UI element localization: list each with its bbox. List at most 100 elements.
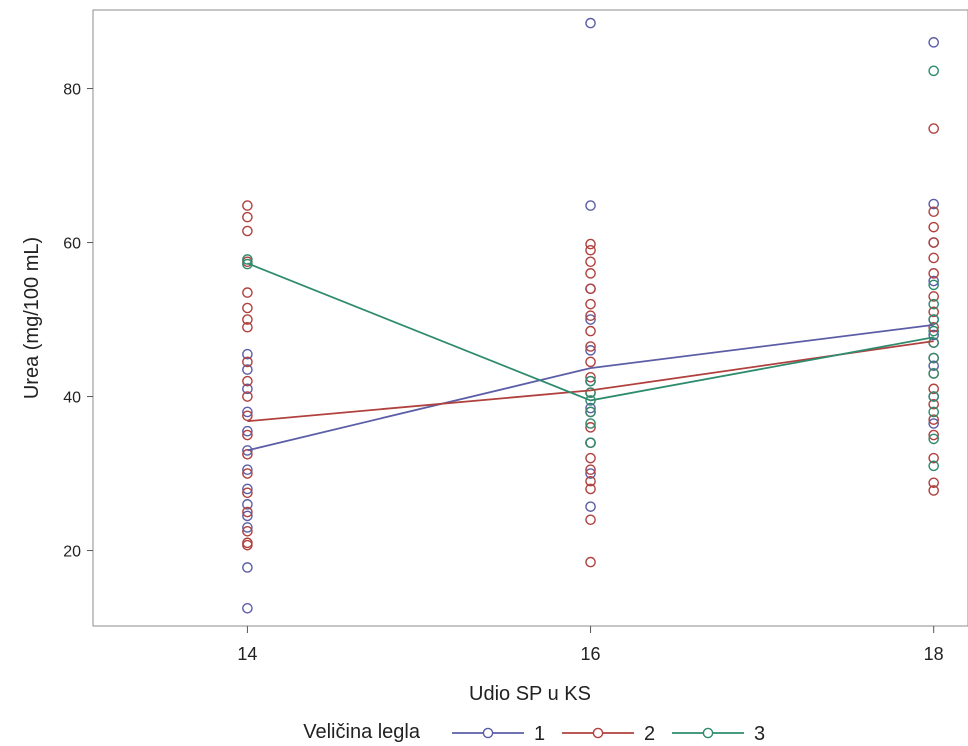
data-point [928,460,939,472]
series-1-mean-line [247,324,934,452]
data-point [585,298,596,310]
data-point [928,206,939,218]
data-point [928,275,939,287]
data-point [585,418,596,429]
data-point [242,200,253,211]
data-point [928,391,939,402]
plot-area [242,17,939,614]
data-point [242,602,253,614]
legend-label: 2 [644,723,655,745]
data-point [242,539,253,551]
legend-item-1: 1 [452,723,545,745]
legend-swatch-marker [482,727,494,739]
data-point [242,287,253,298]
data-point [242,506,253,518]
legend-item-3: 3 [672,723,765,745]
y-tick-label: 60 [63,236,81,253]
data-point [928,325,939,337]
data-point [585,464,596,475]
legend-label: 1 [534,723,545,745]
data-point [242,406,253,418]
data-point [928,433,939,445]
data-point [928,37,939,48]
data-point [928,221,939,233]
data-point [242,364,253,375]
data-point [585,268,596,279]
data-point [242,522,253,533]
data-point [585,310,596,321]
data-point [928,414,939,425]
data-point [585,325,596,337]
data-point [928,65,939,77]
data-point [242,225,253,237]
data-point [585,468,596,479]
data-point [585,452,596,464]
data-point [242,510,253,522]
data-point [585,244,596,256]
data-point [585,501,596,512]
data-point [242,321,253,333]
data-point [585,17,596,29]
data-point [242,483,253,495]
data-point [928,198,939,210]
data-point [585,422,596,433]
y-axis-title: Urea (mg/100 mL) [21,237,43,399]
plot-frame [92,9,968,627]
y-tick-label: 40 [63,390,81,407]
series-3-mean-line [247,262,934,402]
data-point [242,211,253,223]
data-point [585,375,596,387]
data-point [585,514,596,526]
data-point [928,452,939,464]
data-point [928,314,939,325]
x-axis: 14 16 18 [237,626,944,664]
data-point [585,406,596,418]
data-point [242,314,253,325]
x-tick-label: 14 [237,644,257,664]
data-point [242,425,253,437]
data-point [585,238,596,250]
y-tick-label: 20 [63,544,81,561]
data-point [242,391,253,402]
data-point [928,406,939,418]
data-point [242,525,253,537]
data-point [585,371,596,383]
data-point [928,123,939,134]
data-point [928,368,939,379]
y-tick-label: 80 [63,82,81,99]
data-point [928,383,939,395]
legend-title: Veličina legla [303,721,421,743]
data-point [928,306,939,318]
data-point [928,291,939,302]
data-point [928,252,939,264]
data-point [928,418,939,429]
data-point [242,258,253,270]
data-point [585,475,596,487]
data-point [928,352,939,364]
data-point [928,298,939,310]
x-tick-label: 16 [581,644,601,664]
data-point [242,445,253,456]
data-point [928,485,939,496]
data-point [242,499,253,510]
data-point [242,356,253,368]
legend: Veličina legla 1 2 3 [303,721,765,745]
data-point [928,360,939,372]
data-point [242,487,253,499]
series-1 [242,17,939,614]
x-tick-label: 18 [924,644,944,664]
data-point [585,314,596,325]
data-point [585,256,596,268]
data-point [585,283,596,295]
data-point [585,345,596,356]
x-axis-title: Udio SP u KS [469,683,591,705]
data-point [242,348,253,360]
data-point [928,279,939,291]
y-axis: 20 40 60 80 [63,82,93,561]
data-point [928,329,939,341]
legend-label: 3 [754,723,765,745]
data-point [585,200,596,211]
data-point [585,356,596,368]
data-point [585,437,596,449]
